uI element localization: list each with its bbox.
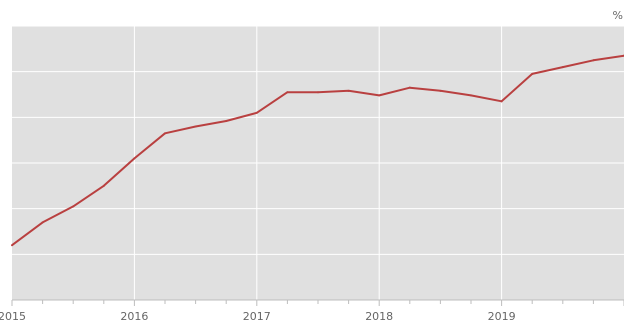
x-axis-ticks: 2015 2016 2017 2018 2019	[0, 300, 624, 323]
data-point	[225, 119, 228, 122]
data-point	[561, 66, 564, 69]
data-point	[500, 100, 503, 103]
data-point	[408, 86, 411, 89]
data-point	[531, 72, 534, 75]
data-point	[11, 244, 13, 247]
grid-lines	[12, 25, 624, 300]
x-tick-label: 2019	[488, 310, 516, 323]
data-point	[194, 125, 197, 128]
data-point	[41, 221, 44, 224]
data-point	[255, 111, 258, 114]
data-point	[317, 91, 319, 94]
x-tick-label: 2015	[0, 310, 26, 323]
x-tick-label: 2016	[120, 310, 148, 323]
x-tick-label: 2018	[365, 310, 393, 323]
data-point	[164, 132, 166, 135]
data-point	[133, 157, 136, 160]
data-point	[470, 94, 472, 97]
data-point	[72, 205, 75, 208]
x-tick-label: 2017	[243, 310, 271, 323]
data-point	[347, 89, 350, 92]
unit-label: %	[613, 9, 623, 22]
data-point	[378, 94, 381, 97]
series-group	[11, 54, 624, 247]
data-point	[592, 59, 595, 62]
data-point	[439, 89, 442, 92]
data-point	[102, 184, 105, 187]
data-point	[286, 91, 289, 94]
